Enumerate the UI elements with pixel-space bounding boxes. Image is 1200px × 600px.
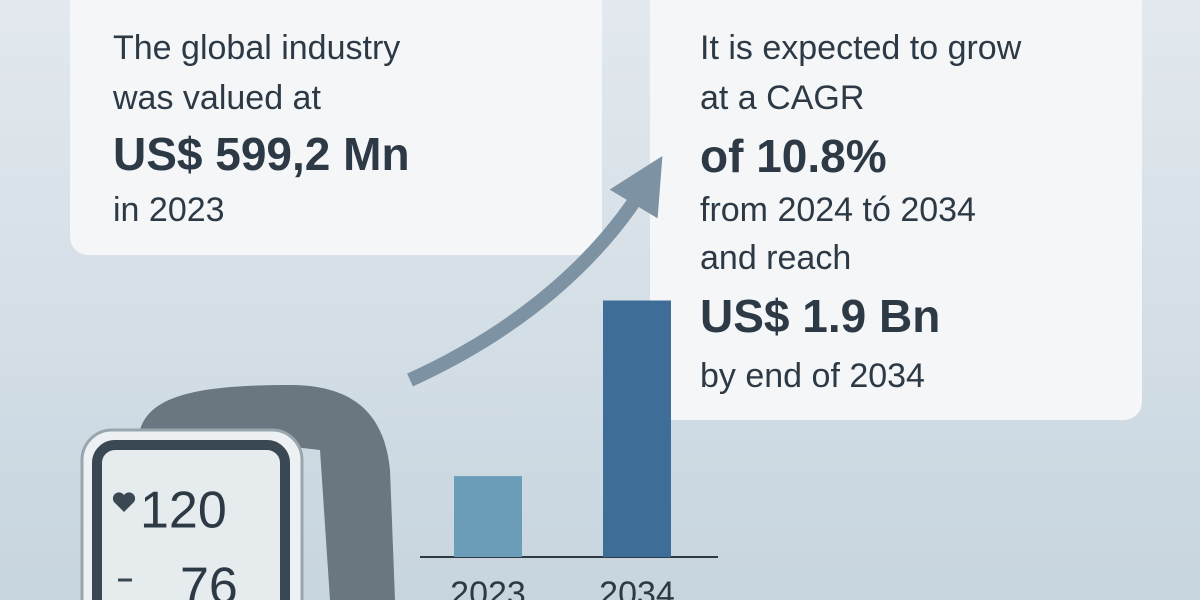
card-text: by end of 2034: [700, 357, 925, 395]
card-text: The global industry: [113, 29, 400, 67]
card-text: at a CAGR: [700, 79, 864, 117]
watch-reading: 120: [140, 482, 227, 540]
watch: 120 76: [80, 385, 395, 600]
heart-icon: [112, 492, 136, 512]
bar: [603, 300, 671, 557]
growth-arrow: [407, 155, 663, 387]
x-tick-label: 2034: [599, 575, 675, 600]
card-highlight: of 10.8%: [700, 130, 887, 182]
x-tick-label: 2023: [450, 575, 526, 600]
card-highlight: US$ 1.9 Bn: [700, 290, 940, 342]
watch-band: [140, 385, 395, 600]
card-text: It is expected to grow: [700, 29, 1022, 67]
card-text: in 2023: [113, 191, 225, 229]
right-card: [650, 0, 1142, 420]
card-text: was valued at: [112, 79, 321, 117]
left-card: [70, 0, 602, 255]
card-highlight: US$ 599,2 Mn: [113, 128, 410, 180]
watch-reading: 76: [180, 558, 238, 600]
watch-screen: [92, 440, 290, 600]
bar: [454, 476, 522, 557]
card-text: and reach: [700, 239, 851, 277]
card-text: from 2024 tó 2034: [700, 191, 976, 229]
